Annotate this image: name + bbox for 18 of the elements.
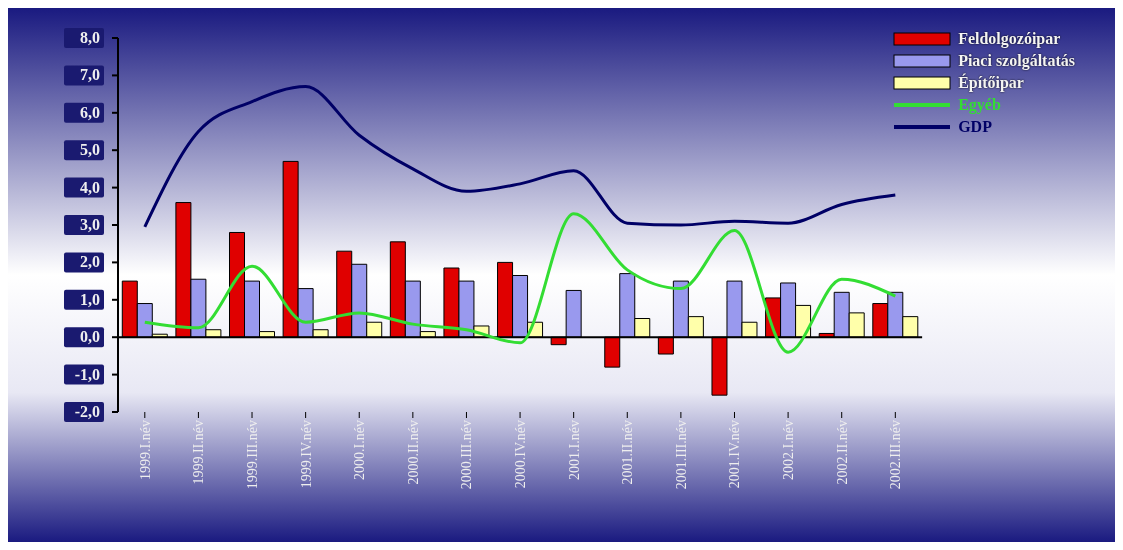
legend-label: Feldolgozóipar: [958, 30, 1061, 48]
legend-label: Piaci szolgáltatás: [958, 52, 1075, 70]
legend-label: Egyéb: [958, 96, 1001, 114]
y-tick-label: 6,0: [80, 103, 100, 121]
y-tick-label: 1,0: [80, 290, 100, 308]
y-tick-label: 2,0: [80, 253, 100, 271]
legend-label: GDP: [958, 118, 992, 136]
line-series: [143, 85, 897, 229]
y-tick-label: 8,0: [80, 29, 100, 46]
y-tick-label: 0,0: [80, 328, 100, 346]
line-series: [143, 212, 897, 354]
y-tick-label: -2,0: [74, 403, 100, 420]
y-tick-label: -1,0: [74, 365, 100, 383]
y-tick-label: 5,0: [80, 141, 100, 159]
legend-label: Építőipar: [958, 74, 1024, 92]
y-tick-label: 7,0: [80, 66, 100, 84]
y-tick-label: 4,0: [80, 178, 100, 196]
y-tick-label: 3,0: [80, 216, 100, 233]
